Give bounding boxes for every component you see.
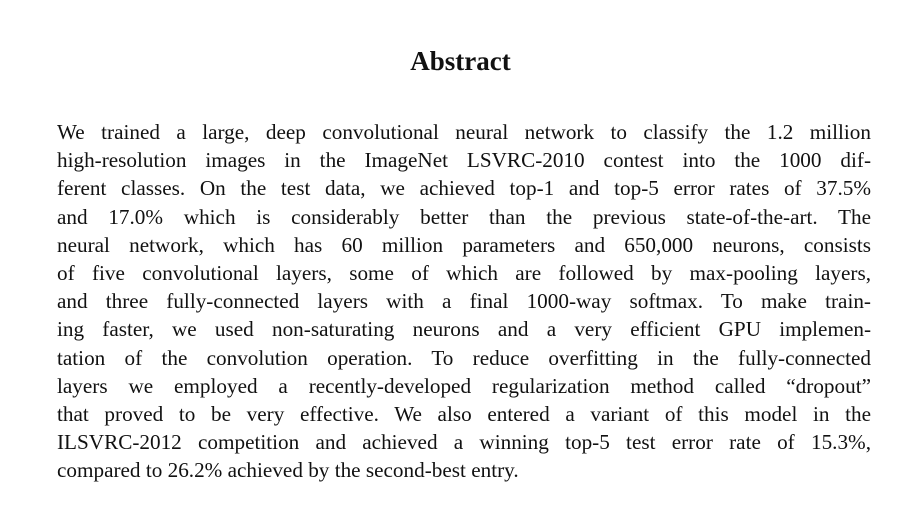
- abstract-line: ILSVRC-2012 competition and achieved a w…: [57, 430, 871, 455]
- abstract-line: that proved to be very effective. We als…: [57, 401, 871, 426]
- abstract-line: and three fully-connected layers with a …: [57, 289, 871, 314]
- abstract-line: ferent classes. On the test data, we ach…: [57, 176, 871, 201]
- abstract-line: We trained a large, deep convolutional n…: [57, 120, 871, 144]
- abstract-line: and 17.0% which is considerably better t…: [57, 204, 871, 229]
- abstract-line: tation of the convolution operation. To …: [57, 345, 871, 370]
- abstract-line: neural network, which has 60 million par…: [57, 232, 871, 257]
- abstract-line: of five convolutional layers, some of wh…: [57, 260, 871, 285]
- abstract-line: layers we employed a recently-developed …: [57, 373, 871, 398]
- abstract-line: compared to 26.2% achieved by the second…: [57, 458, 519, 483]
- abstract-line: ing faster, we used non-saturating neuro…: [57, 317, 871, 342]
- abstract-body: We trained a large, deep convolutional n…: [57, 118, 871, 484]
- abstract-line: high-resolution images in the ImageNet L…: [57, 148, 871, 173]
- abstract-heading: Abstract: [410, 46, 511, 76]
